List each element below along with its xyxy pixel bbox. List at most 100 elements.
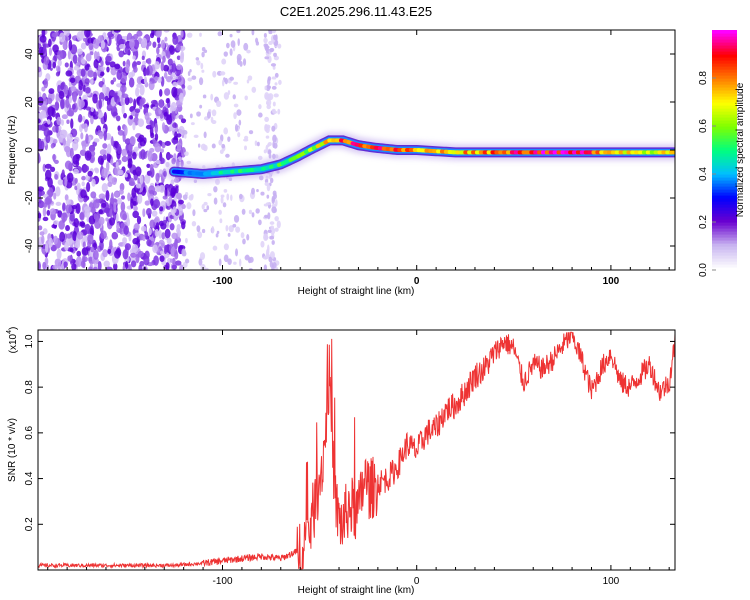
faint-speckle [216,230,220,234]
faint-speckle [272,101,276,107]
noise-speckle [75,203,81,214]
faint-speckle [238,193,243,200]
colorbar-cell [712,195,737,199]
noise-speckle [48,88,55,95]
faint-speckle [273,192,277,200]
faint-speckle [193,134,199,139]
colorbar-cell [712,228,737,232]
noise-speckle [164,140,171,147]
faint-speckle [184,258,190,264]
faint-speckle [227,90,231,95]
noise-speckle [66,119,70,124]
faint-speckle [237,131,241,138]
noise-speckle [181,221,186,230]
noise-speckle [44,163,52,169]
noise-speckle [170,179,175,185]
noise-speckle [38,66,42,73]
colorbar-cell [712,60,737,64]
noise-speckle [94,111,99,116]
noise-speckle [159,206,164,212]
noise-speckle [81,181,85,187]
faint-speckle [254,140,258,147]
noise-speckle [38,212,42,219]
faint-speckle [265,94,269,100]
noise-speckle [97,198,105,204]
top-x-tick-label: 100 [603,276,620,287]
noise-speckle [47,119,51,125]
colorbar-cell [712,219,737,223]
faint-speckle [269,260,273,268]
noise-speckle [164,187,168,198]
faint-speckle [238,258,242,267]
noise-speckle [99,71,105,77]
noise-speckle [117,129,125,136]
noise-speckle [122,213,127,221]
noise-speckle [158,108,162,115]
noise-speckle [92,114,99,120]
noise-speckle [86,182,91,193]
noise-speckle [85,133,89,144]
noise-speckle [106,135,112,140]
noise-speckle [38,261,41,270]
noise-speckle [132,55,136,60]
noise-speckle [128,72,134,80]
faint-speckle [203,201,208,206]
faint-speckle [271,85,277,90]
noise-speckle [128,143,133,152]
noise-speckle [124,138,132,145]
noise-speckle [133,33,139,40]
noise-speckle [127,158,133,168]
colorbar-cell [712,180,737,184]
faint-speckle [197,143,201,148]
noise-speckle [71,103,76,110]
colorbar-cell [712,252,737,256]
noise-speckle [65,97,70,109]
faint-speckle [224,77,228,85]
faint-speckle [186,33,190,38]
faint-speckle [263,37,268,44]
noise-speckle [80,58,86,65]
noise-speckle [156,186,161,192]
noise-speckle [181,84,186,90]
noise-speckle [139,174,144,185]
faint-speckle [198,258,203,266]
faint-speckle [232,223,237,228]
bottom-y-tick-label: 1.0 [24,334,35,348]
faint-speckle [267,149,272,155]
faint-speckle [191,75,197,80]
faint-speckle [213,197,218,205]
faint-speckle [263,264,268,270]
noise-speckle [176,133,182,138]
noise-speckle [54,31,59,37]
colorbar-cell [712,45,737,49]
colorbar-cell [712,81,737,85]
noise-speckle [155,221,160,231]
noise-speckle [73,168,79,175]
noise-speckle [67,255,72,262]
faint-speckle [218,209,222,215]
faint-speckle [246,79,250,84]
noise-speckle [46,97,53,105]
noise-speckle [170,101,177,112]
noise-speckle [116,83,123,88]
noise-speckle [74,185,78,191]
noise-speckle [112,77,117,82]
faint-speckle [267,229,272,234]
noise-speckle [101,182,108,193]
noise-speckle [106,152,111,163]
spectrogram-panel: -100 0 100 -40 -20 0 20 40 Height of straight l… [7,29,676,297]
noise-speckle [46,209,51,216]
noise-speckle [113,201,117,213]
noise-speckle [132,169,137,176]
faint-speckle [211,143,216,149]
noise-speckle [117,125,121,132]
noise-speckle [59,231,65,242]
faint-speckle [226,193,230,201]
faint-speckle [260,191,265,196]
noise-speckle [134,112,139,119]
noise-speckle [64,145,71,153]
faint-speckle [221,58,227,65]
noise-speckle [154,229,160,238]
faint-speckle [244,95,248,101]
faint-speckle [222,202,227,208]
